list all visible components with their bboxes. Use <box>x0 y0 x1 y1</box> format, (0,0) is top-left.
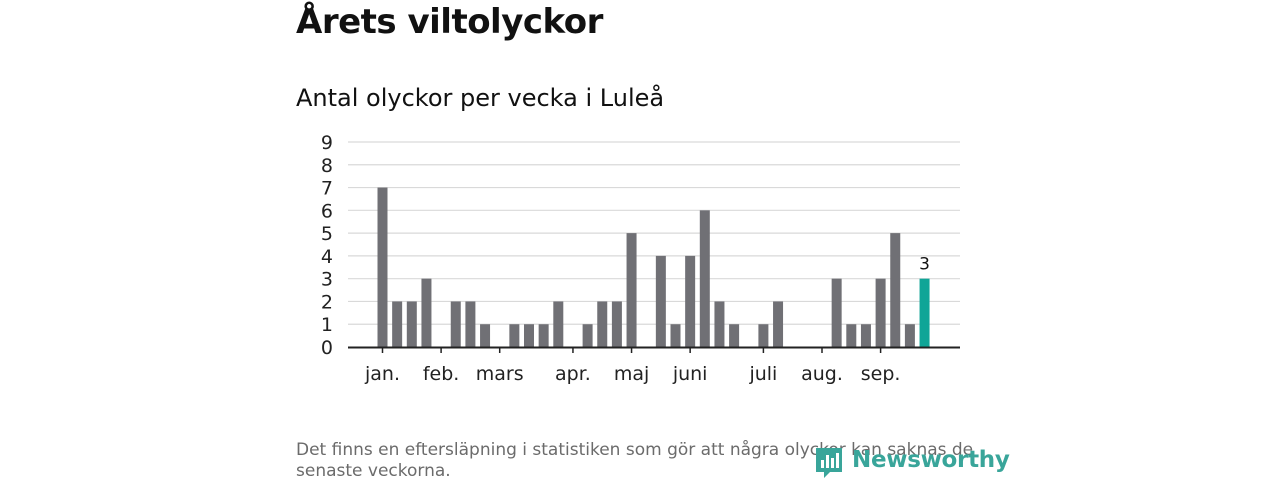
newsworthy-logo-icon <box>816 448 842 478</box>
bar <box>524 324 534 347</box>
y-tick-label: 5 <box>321 223 333 245</box>
brand-name: Newsworthy <box>852 447 1010 473</box>
bar <box>773 301 784 347</box>
bar-highlight <box>919 278 930 347</box>
bar <box>714 301 725 347</box>
bar <box>406 301 417 347</box>
x-tick-label: mars <box>476 363 524 385</box>
x-tick-label: juni <box>672 363 708 385</box>
bar <box>582 324 593 347</box>
bar <box>377 187 388 347</box>
bar <box>685 255 696 347</box>
bar <box>846 324 857 347</box>
y-tick-label: 3 <box>321 269 333 291</box>
x-tick-label: jan. <box>364 363 400 385</box>
y-tick-label: 2 <box>321 291 333 313</box>
x-tick-label: apr. <box>555 363 591 385</box>
y-tick-label: 7 <box>321 178 333 200</box>
y-tick-label: 0 <box>321 337 333 359</box>
bar <box>509 324 520 347</box>
bar <box>699 210 710 347</box>
bar <box>626 233 637 347</box>
bar <box>597 301 608 347</box>
x-tick-label: feb. <box>423 363 459 385</box>
bar <box>729 324 740 347</box>
x-tick-label: sep. <box>861 363 901 385</box>
bar <box>538 324 549 347</box>
bar <box>875 278 886 347</box>
bar <box>553 301 564 347</box>
bar <box>890 233 901 347</box>
x-tick-label: aug. <box>801 363 843 385</box>
chart-title: Årets viltolyckor <box>296 2 603 42</box>
bar <box>670 324 681 347</box>
bar <box>421 278 432 347</box>
y-tick-label: 9 <box>321 132 333 154</box>
bar <box>465 301 476 347</box>
bar <box>758 324 769 347</box>
bar <box>611 301 622 347</box>
bar <box>392 301 403 347</box>
x-tick-label: maj <box>614 363 649 385</box>
footnote: Det finns en eftersläpning i statistiken… <box>296 440 974 481</box>
y-tick-label: 4 <box>321 246 333 268</box>
bar <box>450 301 461 347</box>
bar <box>655 255 666 347</box>
data-label: 3 <box>919 255 930 275</box>
y-tick-label: 6 <box>321 200 333 222</box>
bar <box>904 324 915 347</box>
x-tick-label: juli <box>748 363 777 385</box>
y-tick-label: 1 <box>321 314 333 336</box>
bar <box>860 324 871 347</box>
y-tick-label: 8 <box>321 155 333 177</box>
chart-subtitle: Antal olyckor per vecka i Luleå <box>296 84 665 112</box>
bar <box>480 324 491 347</box>
bar <box>831 278 842 347</box>
